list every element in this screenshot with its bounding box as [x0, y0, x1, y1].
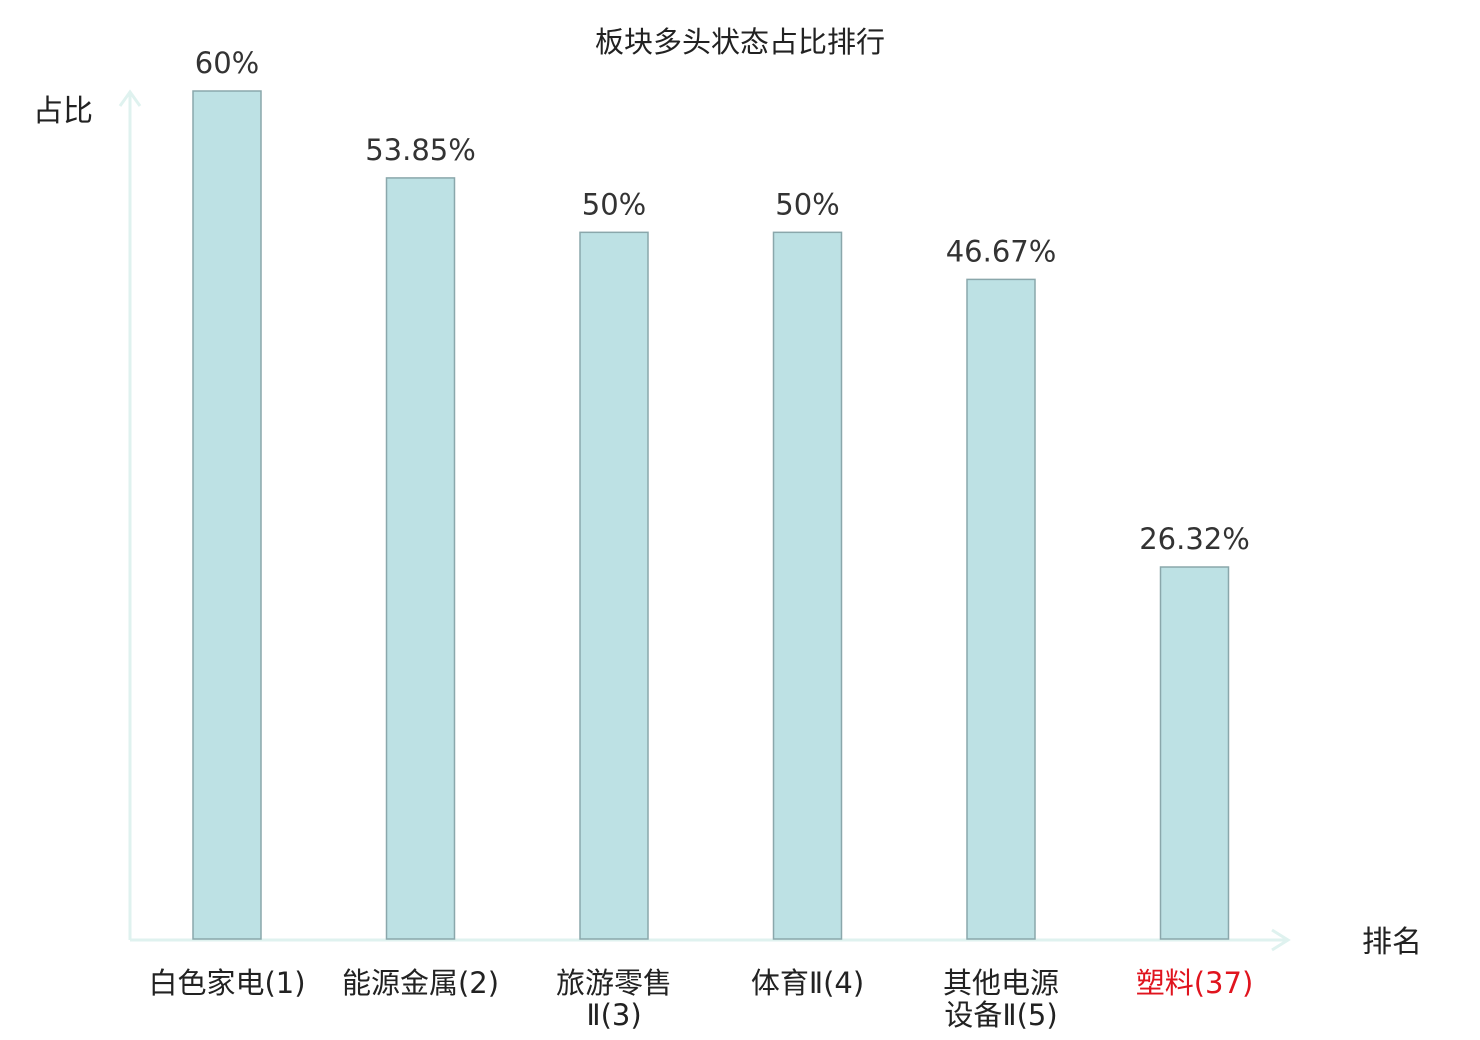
y-axis-label: 占比	[33, 94, 93, 129]
x-tick-label-line: 塑料(37)	[1136, 966, 1254, 1000]
axes	[118, 89, 1291, 952]
bar	[385, 177, 456, 940]
x-tick-label-line: 其他电源	[943, 966, 1059, 1000]
x-tick-label-line: 设备Ⅱ(5)	[944, 998, 1057, 1032]
bar	[1159, 566, 1230, 940]
bar-value-label: 50%	[775, 187, 839, 221]
x-tick-label: 能源金属(2)	[342, 966, 499, 1000]
bar-value-label: 53.85%	[365, 133, 476, 167]
x-tick-label-line: 体育Ⅱ(4)	[751, 966, 864, 1000]
x-axis-arrow	[1271, 928, 1291, 952]
x-tick-label: 旅游零售 Ⅱ(3)	[556, 966, 672, 1032]
x-tick-label-line: 能源金属(2)	[342, 966, 499, 1000]
bar	[579, 231, 649, 940]
x-tick-label-line: 白色家电(1)	[148, 966, 305, 1000]
bar-value-label: 60%	[195, 46, 259, 80]
x-tick-label-line: Ⅱ(3)	[586, 998, 641, 1032]
x-tick-label-line: 旅游零售	[556, 966, 672, 1000]
x-tick-labels: 白色家电(1) 能源金属(2) 旅游零售 Ⅱ(3) 体育Ⅱ(4) 其他电源设备Ⅱ(5) 塑料…	[148, 966, 1253, 1032]
bar	[772, 231, 843, 940]
bar-value-label: 50%	[582, 187, 646, 221]
chart-title: 板块多头状态占比排行	[595, 25, 885, 59]
x-tick-label: 塑料(37)	[1136, 966, 1254, 1000]
x-axis-label: 排名	[1362, 925, 1422, 960]
bars	[192, 90, 1230, 940]
bar-value-label: 26.32%	[1139, 522, 1250, 556]
bar-value-label: 46.67%	[946, 234, 1057, 268]
value-labels: 60% 53.85% 50% 50% 46.67% 26.32%	[195, 46, 1250, 556]
x-tick-label: 白色家电(1)	[148, 966, 305, 1000]
bar	[192, 90, 262, 940]
x-tick-label: 体育Ⅱ(4)	[751, 966, 864, 1000]
bar	[966, 278, 1036, 940]
x-tick-label: 其他电源设备Ⅱ(5)	[943, 966, 1059, 1032]
y-axis-arrow	[118, 89, 142, 107]
